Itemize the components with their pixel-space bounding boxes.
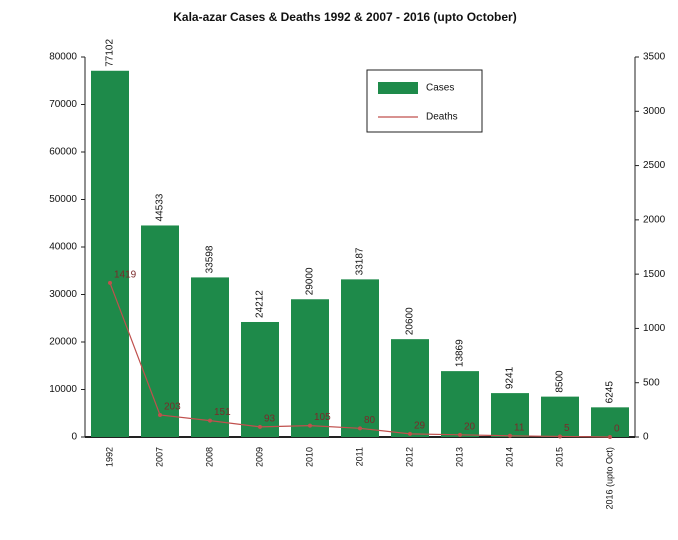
bar [391, 339, 429, 437]
x-tick-label: 2011 [354, 447, 364, 466]
y-tick-label: 10000 [49, 384, 77, 395]
legend-swatch [378, 82, 418, 94]
bar-label: 77102 [105, 39, 116, 67]
deaths-label: 5 [564, 423, 570, 434]
y2-tick-label: 3000 [643, 106, 666, 117]
bar-label: 20600 [405, 307, 416, 335]
bar-label: 29000 [305, 267, 316, 295]
y-tick-label: 40000 [49, 242, 77, 253]
x-tick-label: 2007 [154, 447, 164, 467]
y-tick-label: 0 [71, 432, 77, 443]
deaths-point [108, 280, 112, 285]
bar [341, 279, 379, 437]
y-tick-label: 30000 [49, 289, 77, 300]
y-tick-label: 50000 [49, 194, 77, 205]
legend-label: Cases [426, 83, 454, 94]
deaths-point [408, 431, 412, 436]
deaths-point [458, 432, 462, 437]
bar [441, 371, 479, 437]
bar [91, 70, 129, 437]
bar [591, 407, 629, 437]
x-tick-label: 2015 [554, 447, 564, 467]
bar-label: 24212 [255, 290, 266, 318]
y-tick-label: 80000 [49, 52, 77, 63]
bar [291, 299, 329, 437]
bar-label: 13869 [455, 339, 466, 367]
x-tick-label: 2008 [204, 447, 214, 467]
y2-tick-label: 2000 [643, 214, 666, 225]
deaths-point [558, 434, 562, 439]
x-tick-label: 2010 [304, 447, 314, 467]
y2-tick-label: 500 [643, 377, 660, 388]
bar-label: 33187 [355, 247, 366, 275]
y2-tick-label: 1500 [643, 269, 666, 280]
deaths-label: 80 [364, 415, 376, 426]
bar-label: 6245 [605, 381, 616, 404]
x-tick-label: 2016 (upto Oct) [604, 447, 614, 510]
deaths-label: 0 [614, 424, 620, 435]
deaths-label: 93 [264, 414, 276, 425]
y2-tick-label: 1000 [643, 323, 666, 334]
x-tick-label: 2013 [454, 447, 464, 467]
y-tick-label: 60000 [49, 147, 77, 158]
chart-title: Kala-azar Cases & Deaths 1992 & 2007 - 2… [173, 10, 516, 24]
deaths-point [608, 435, 612, 439]
legend-label: Deaths [426, 112, 458, 123]
bar [541, 396, 579, 437]
deaths-label: 1419 [114, 270, 137, 281]
deaths-label: 20 [464, 421, 476, 432]
deaths-label: 151 [214, 407, 231, 418]
bar [191, 277, 229, 437]
y2-tick-label: 0 [643, 432, 649, 443]
y2-tick-label: 3500 [643, 52, 666, 63]
x-tick-label: 2009 [254, 447, 264, 467]
y-tick-label: 20000 [49, 337, 77, 348]
deaths-label: 105 [314, 412, 331, 423]
deaths-point [258, 424, 262, 429]
x-tick-label: 1992 [104, 447, 114, 467]
bar-label: 9241 [505, 366, 516, 389]
deaths-point [158, 412, 162, 417]
deaths-label: 203 [164, 402, 181, 413]
deaths-point [308, 423, 312, 428]
deaths-label: 11 [514, 422, 525, 433]
bar-label: 8500 [555, 370, 566, 393]
bar [241, 321, 279, 437]
bar [141, 225, 179, 437]
y2-tick-label: 2500 [643, 160, 666, 171]
bar-label: 44533 [155, 193, 166, 221]
deaths-point [358, 426, 362, 431]
y-tick-label: 70000 [49, 99, 77, 110]
deaths-point [208, 418, 212, 423]
x-tick-label: 2014 [504, 447, 514, 467]
bar-label: 33598 [205, 245, 216, 273]
legend-box [366, 69, 483, 133]
bar [491, 393, 529, 437]
x-tick-label: 2012 [404, 447, 414, 467]
deaths-point [508, 433, 512, 438]
deaths-label: 29 [414, 420, 426, 431]
